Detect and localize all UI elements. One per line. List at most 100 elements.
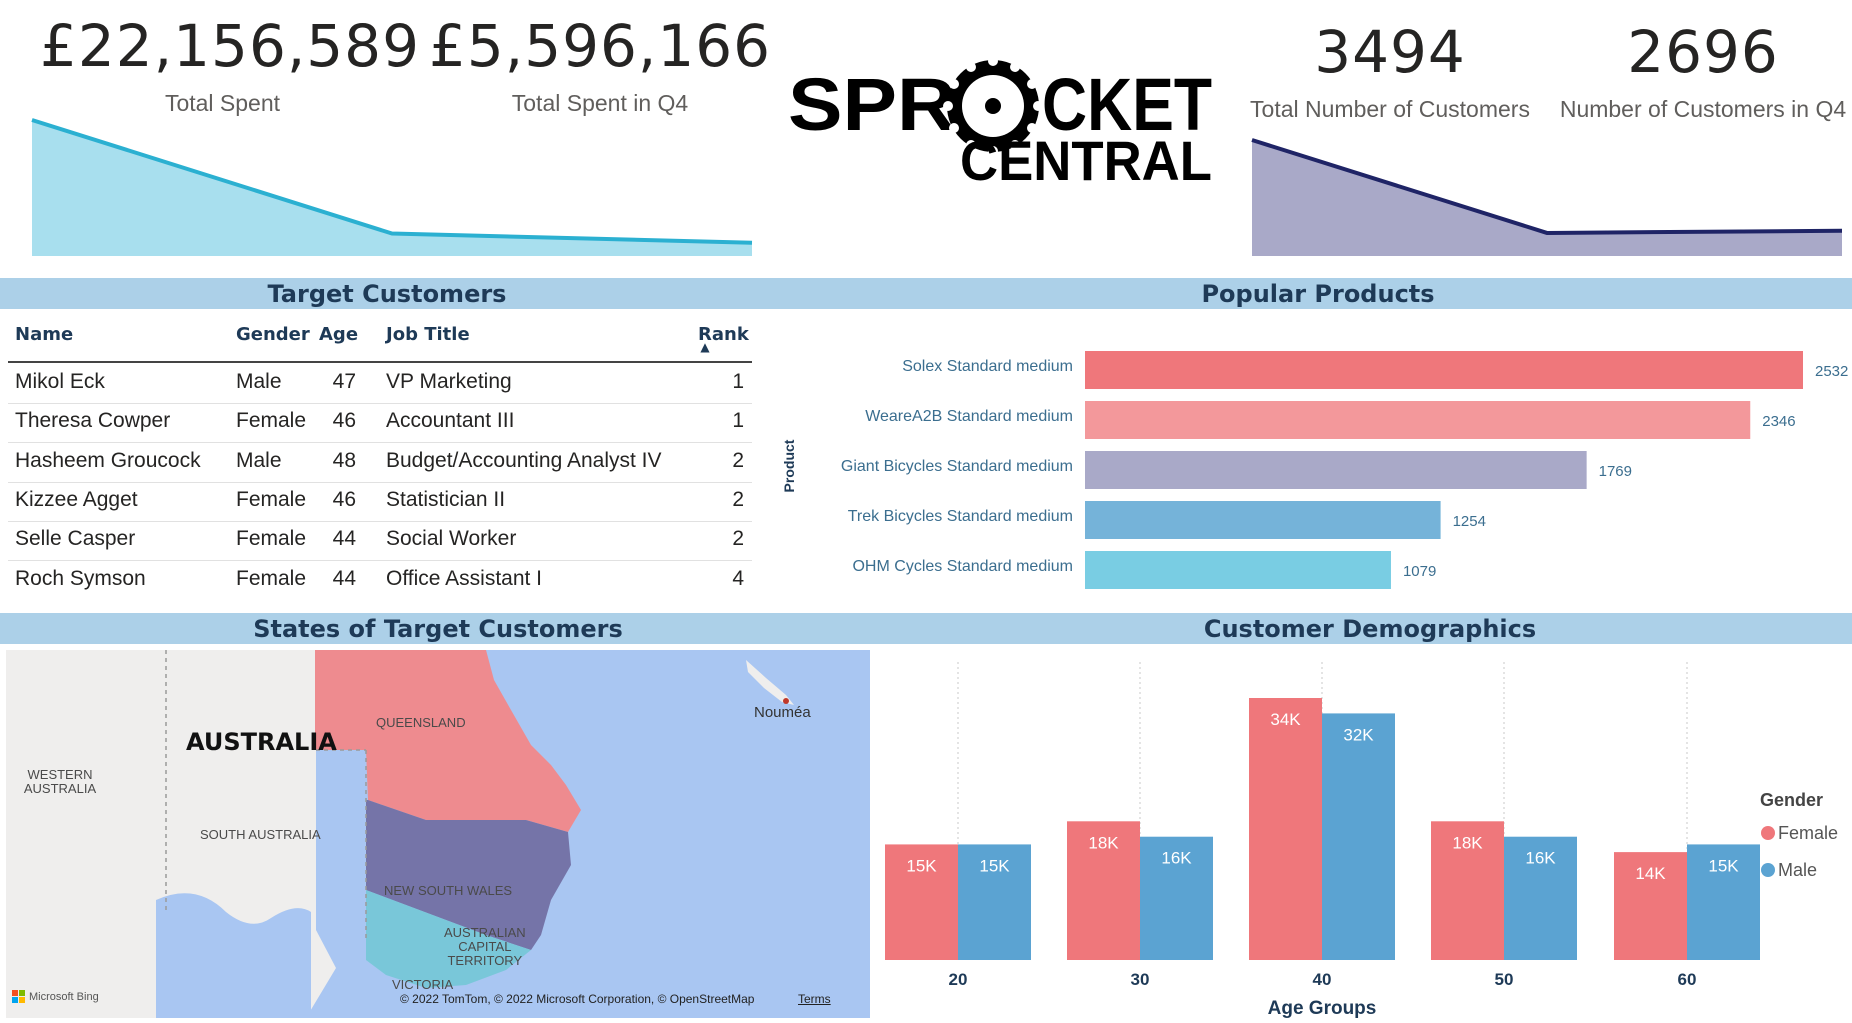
sort-ascending-icon[interactable]: ▲ (700, 340, 710, 354)
legend-label: Female (1778, 823, 1838, 843)
product-bar-group[interactable]: Giant Bicycles Standard medium 1769 (841, 451, 1632, 489)
demographic-data-label: 15K (906, 856, 937, 875)
total-spent-value: £22,156,589 (40, 12, 420, 80)
map-label-victoria: VICTORIA (392, 977, 454, 992)
customers-line (1251, 138, 1843, 235)
product-value-label: 2346 (1762, 413, 1795, 430)
queensland-region (315, 650, 581, 832)
table-header-rule (8, 361, 752, 363)
cell-gender: Female (236, 409, 307, 433)
demographic-bar-female[interactable] (1067, 821, 1140, 960)
logo-text-cket: CKET (1042, 63, 1212, 146)
popular-products-header-band (774, 278, 1852, 309)
target-customers-title: Target Customers (267, 280, 507, 308)
logo-text-spr: SPR (788, 63, 956, 146)
map-label-queensland: QUEENSLAND (376, 715, 466, 730)
cell-name: Roch Symson (15, 566, 146, 590)
map-header-band (0, 613, 870, 644)
product-value-label: 2532 (1815, 363, 1848, 380)
col-header-name[interactable]: Name (15, 324, 74, 345)
legend-marker (1761, 826, 1775, 840)
cell-gender: Female (236, 487, 307, 511)
total-spent-q4-value: £5,596,166 (428, 12, 772, 80)
victoria-region (366, 890, 531, 988)
demographic-data-label: 34K (1270, 710, 1301, 729)
demographic-data-label: 16K (1525, 849, 1556, 868)
customers-sparkline (1251, 138, 1843, 256)
demographic-data-label: 18K (1088, 833, 1119, 852)
product-category-label: Solex Standard medium (902, 358, 1073, 375)
product-bar-group[interactable]: Solex Standard medium 2532 (902, 351, 1848, 389)
map-label-south-australia: SOUTH AUSTRALIA (200, 827, 321, 842)
map-label-australia: AUSTRALIA (186, 728, 337, 756)
cell-name: Mikol Eck (15, 370, 105, 393)
noumea-marker (783, 698, 789, 704)
product-bar (1085, 451, 1587, 489)
col-header-job-title[interactable]: Job Title (386, 324, 470, 345)
demographic-bar-female[interactable] (1249, 698, 1322, 960)
cell-rank: 1 (732, 409, 744, 433)
cell-name: Theresa Cowper (15, 409, 171, 433)
demographic-bar-female[interactable] (1431, 821, 1504, 960)
age-tick-label: 50 (1495, 970, 1514, 989)
map-copyright: © 2022 TomTom, © 2022 Microsoft Corporat… (400, 992, 755, 1006)
cell-gender: Male (236, 448, 282, 472)
demographic-bar-male[interactable] (958, 844, 1031, 960)
map-title: States of Target Customers (253, 615, 623, 643)
demographic-data-label: 15K (979, 856, 1010, 875)
age-tick-label: 40 (1313, 970, 1332, 989)
map-label-nsw: NEW SOUTH WALES (384, 883, 513, 898)
customer-demographics-chart: 15K 15K 20 18K 16K 30 34K 32K 40 18K 16K 50 14K 15K 60… (885, 662, 1838, 1019)
demographic-data-label: 14K (1635, 864, 1666, 883)
row-divider (8, 560, 752, 562)
map-label-western-australia: WESTERN AUSTRALIA (23, 767, 97, 796)
col-header-rank[interactable]: Rank (698, 324, 749, 345)
product-category-label: WeareA2B Standard medium (865, 408, 1073, 425)
col-header-gender[interactable]: Gender (236, 324, 310, 345)
product-bar-group[interactable]: Trek Bicycles Standard medium 1254 (848, 501, 1486, 539)
cell-age: 47 (332, 370, 356, 393)
map-terms-link[interactable]: Terms (798, 992, 831, 1006)
cell-job: Statistician II (386, 487, 506, 511)
map-visual[interactable]: AUSTRALIA WESTERN AUSTRALIA SOUTH AUSTRA… (6, 650, 870, 1018)
customers-area (1252, 140, 1842, 256)
product-bar-group[interactable]: OHM Cycles Standard medium 1079 (852, 551, 1436, 589)
cell-name: Kizzee Agget (15, 487, 138, 511)
product-value-label: 1254 (1453, 513, 1486, 530)
demographic-data-label: 15K (1708, 856, 1739, 875)
legend-title: Gender (1760, 790, 1823, 810)
cell-job: Accountant III (386, 409, 515, 433)
demographic-bar-male[interactable] (1504, 836, 1577, 960)
cell-age: 46 (332, 409, 356, 433)
age-tick-label: 60 (1678, 970, 1697, 989)
product-bar (1085, 351, 1803, 389)
south-coast (156, 893, 311, 1018)
age-tick-label: 20 (949, 970, 968, 989)
demographic-bar-female[interactable] (885, 844, 958, 960)
product-bar (1085, 401, 1751, 439)
demographic-bar-male[interactable] (1687, 844, 1760, 960)
legend-marker (1761, 863, 1775, 877)
total-spent-sparkline (31, 118, 753, 256)
demographic-bar-female[interactable] (1614, 852, 1687, 960)
cell-name: Selle Casper (15, 527, 136, 551)
cell-age: 48 (332, 448, 356, 472)
cell-gender: Female (236, 566, 307, 590)
legend-item-male[interactable]: Male (1761, 860, 1817, 880)
legend-item-female[interactable]: Female (1761, 823, 1838, 843)
col-header-age[interactable]: Age (319, 324, 359, 345)
cell-age: 44 (332, 566, 356, 590)
cell-job: Social Worker (386, 527, 517, 551)
popular-products-chart: Solex Standard medium 2532 WeareA2B Standa… (781, 351, 1848, 589)
product-category-label: OHM Cycles Standard medium (852, 558, 1073, 575)
total-customers-value: 3494 (1314, 18, 1466, 86)
spent-line (31, 118, 753, 245)
demographic-bar-male[interactable] (1322, 713, 1395, 960)
target-customers-header-band (0, 278, 774, 309)
product-category-label: Trek Bicycles Standard medium (848, 508, 1073, 525)
demographic-bar-male[interactable] (1140, 836, 1213, 960)
cell-job: VP Marketing (386, 370, 512, 393)
demographic-data-label: 18K (1452, 833, 1483, 852)
age-axis-label: Age Groups (1268, 998, 1377, 1019)
product-bar-group[interactable]: WeareA2B Standard medium 2346 (865, 401, 1796, 439)
